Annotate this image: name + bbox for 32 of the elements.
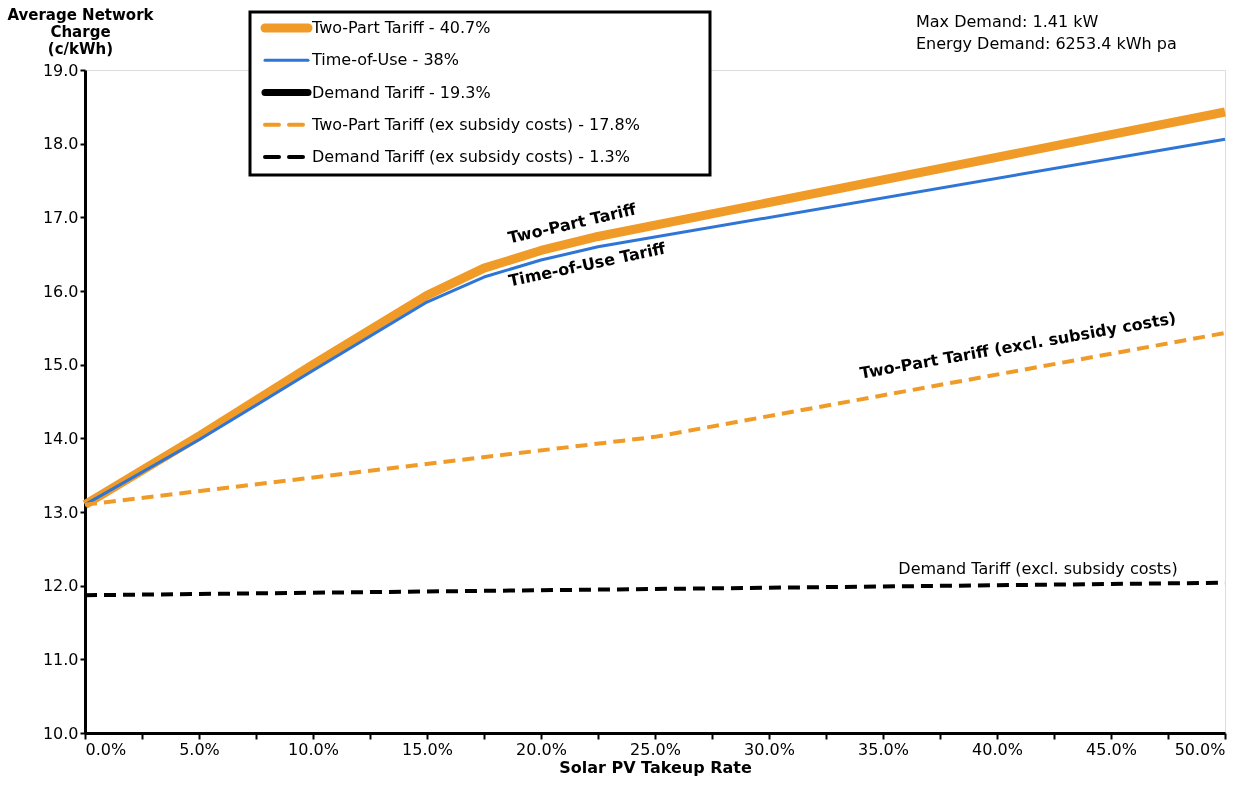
y-tick-label: 17.0 xyxy=(42,207,79,227)
y-tick-label: 13.0 xyxy=(42,502,79,522)
annotation: Demand Tariff (excl. subsidy costs) xyxy=(898,559,1178,578)
legend-label: Demand Tariff - 19.3% xyxy=(312,82,491,102)
legend-label: Two-Part Tariff (ex subsidy costs) - 17.8% xyxy=(311,114,640,134)
legend-label: Two-Part Tariff - 40.7% xyxy=(311,18,491,37)
x-tick-label: 30.0% xyxy=(744,739,795,759)
y-tick-label: 18.0 xyxy=(42,134,79,154)
y-tick-label: 10.0 xyxy=(42,723,79,743)
x-tick-label: 45.0% xyxy=(1086,739,1137,759)
legend-label: Demand Tariff (ex subsidy costs) - 1.3% xyxy=(312,147,630,166)
x-tick-label: 35.0% xyxy=(858,739,909,759)
x-tick-label: 0.0% xyxy=(85,739,127,759)
x-tick-label: 40.0% xyxy=(972,739,1023,759)
x-axis-title: Solar PV Takeup Rate xyxy=(559,757,752,777)
text: Max Demand: 1.41 kW xyxy=(916,12,1099,31)
y-tick-label: 14.0 xyxy=(42,428,79,448)
x-tick-label: 15.0% xyxy=(402,739,453,759)
annotation: Two-Part Tariff (excl. subsidy costs) xyxy=(858,308,1178,383)
y-tick-label: 12.0 xyxy=(42,576,79,596)
x-tick-label: 50.0% xyxy=(1174,739,1226,759)
legend-label: Time-of-Use - 38% xyxy=(311,50,459,70)
x-tick-label: 10.0% xyxy=(288,739,339,759)
y-tick-label: 19.0 xyxy=(42,60,79,80)
text: Energy Demand: 6253.4 kWh pa xyxy=(916,34,1177,53)
y-axis-title: Average Network Charge (c/kWh) xyxy=(7,5,155,58)
y-tick-label: 11.0 xyxy=(42,649,79,669)
y-tick-label: 16.0 xyxy=(42,281,79,301)
x-tick-label: 20.0% xyxy=(516,739,567,759)
x-tick-label: 5.0% xyxy=(179,739,220,759)
y-tick-label: 15.0 xyxy=(42,355,79,375)
x-tick-label: 25.0% xyxy=(630,739,681,759)
